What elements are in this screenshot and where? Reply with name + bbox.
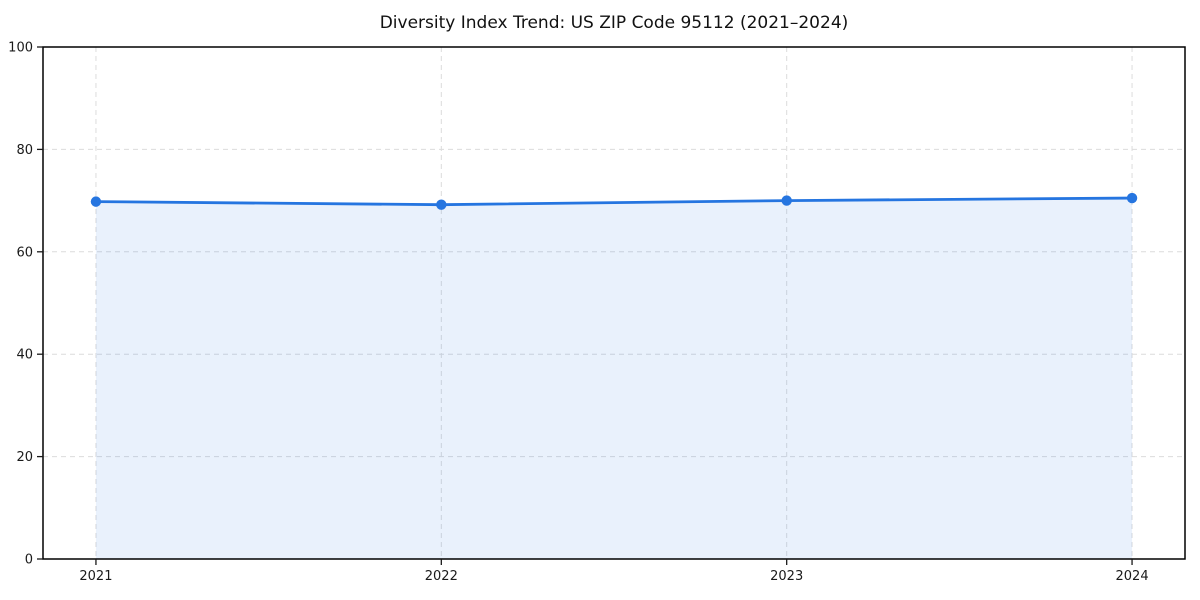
chart-title: Diversity Index Trend: US ZIP Code 95112… [379, 13, 849, 33]
svg-text:20: 20 [16, 450, 33, 465]
svg-text:100: 100 [8, 41, 33, 56]
svg-text:60: 60 [16, 245, 33, 260]
svg-text:80: 80 [16, 143, 33, 158]
svg-text:0: 0 [25, 553, 33, 568]
svg-text:2022: 2022 [425, 569, 458, 584]
svg-text:2024: 2024 [1116, 569, 1149, 584]
svg-text:2023: 2023 [770, 569, 803, 584]
svg-text:40: 40 [16, 348, 33, 363]
svg-text:2021: 2021 [79, 569, 112, 584]
